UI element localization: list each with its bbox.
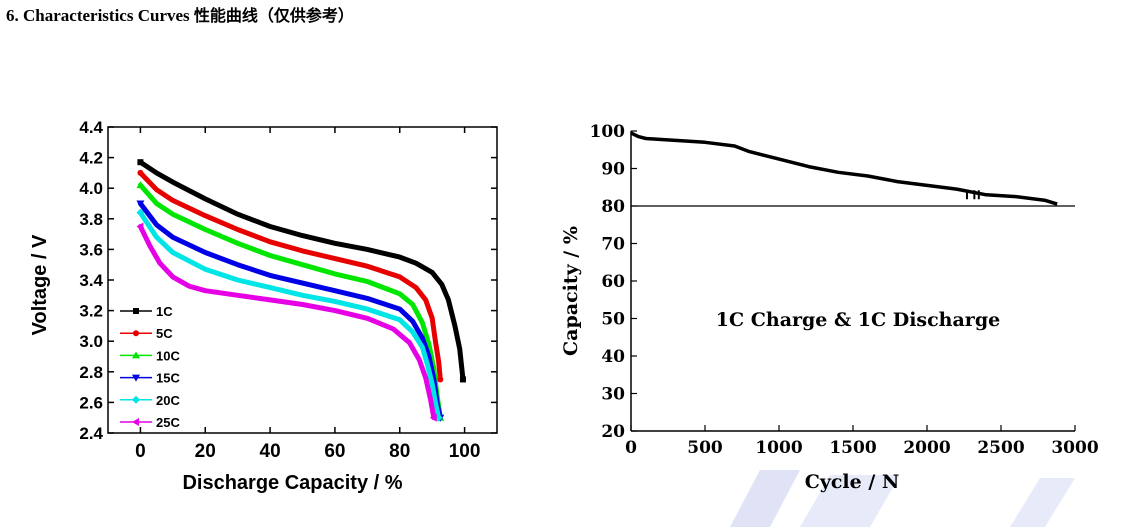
section-heading: 6. Characteristics Curves 性能曲线（仅供参考） [6,2,354,26]
series-5c [137,169,444,383]
chart-annotation: 1C Charge & 1C Discharge [716,309,1000,331]
legend-marker-25c [132,418,139,426]
y-tick-label: 100 [590,122,626,142]
y-tick-label: 80 [601,197,625,217]
x-tick-label: 0 [135,441,146,462]
legend-label-25c: 25C [156,415,180,430]
y-tick-label: 3.0 [79,332,103,351]
section-title-en: Characteristics Curves [23,6,190,25]
y-tick-label: 2.6 [79,393,103,412]
y-tick-label: 4.0 [79,179,103,198]
legend-marker-10c [132,351,140,359]
series-end-marker [459,376,466,383]
watermark-stroke-2 [800,475,900,527]
x-tick-label: 0 [625,438,637,458]
series-start-marker [136,200,145,208]
x-tick-label: 80 [389,441,410,462]
legend-marker-20c [132,395,140,404]
x-tick-label: 2500 [977,438,1024,458]
series-end-marker [429,413,437,422]
legend-label-10c: 10C [156,348,180,363]
series-25c [136,222,437,422]
x-axis-label: Discharge Capacity / % [182,472,402,494]
legend-marker-1c [133,308,139,314]
legend-marker-15c [132,374,140,382]
series-1c [137,159,466,383]
y-tick-label: 50 [601,310,625,330]
x-tick-label: 40 [260,441,281,462]
section-number: 6. [6,6,19,25]
y-tick-label: 4.2 [79,149,103,168]
legend-label-15c: 15C [156,371,180,386]
y-tick-label: 3.6 [79,240,103,259]
y-tick-label: 40 [601,347,625,367]
watermark-stroke-3 [1010,478,1075,527]
series-start-marker [136,208,145,217]
section-title-zh: 性能曲线（仅供参考） [193,6,354,25]
y-tick-label: 3.2 [79,302,103,321]
series-line-25c [137,224,437,421]
series-line-20c [137,210,442,421]
series-line-5c [137,170,443,382]
legend-marker-5c [133,330,139,337]
x-tick-label: 2000 [903,438,950,458]
legend-label-1c: 1C [156,304,173,319]
series-start-marker [137,159,144,166]
x-tick-label: 500 [687,438,723,458]
y-tick-label: 90 [601,160,625,180]
series-line-1c [137,159,466,382]
y-tick-label: 60 [601,272,625,292]
legend: 1C 5C 10C 15C 20C 25C [120,304,180,430]
series-20c [136,208,443,422]
y-tick-label: 30 [601,385,625,405]
capacity-curve [630,131,1058,206]
series-start-marker [136,181,145,189]
y-tick-label: 3.8 [79,210,103,229]
y-tick-label: 4.4 [79,118,103,137]
legend-label-5c: 5C [156,326,173,341]
y-tick-label: 2.8 [79,363,103,382]
x-axis-label: Cycle / N [805,471,900,493]
x-tick-label: 100 [449,441,481,462]
series-start-marker [136,222,144,231]
series-end-marker [437,376,444,383]
x-tick-label: 60 [324,441,345,462]
x-tick-label: 1000 [755,438,802,458]
y-axis-label: Capacity / % [560,226,582,356]
legend-label-20c: 20C [156,393,180,408]
y-tick-label: 2.4 [79,424,103,443]
series-start-marker [137,169,144,176]
y-axis-label: Voltage / V [29,234,51,335]
x-tick-label: 3000 [1051,438,1098,458]
y-tick-label: 20 [601,422,625,442]
y-tick-label: 70 [601,235,625,255]
x-tick-label: 1500 [829,438,876,458]
y-tick-label: 3.4 [79,271,103,290]
series-line-15c [137,201,443,421]
watermark-stroke-1 [730,470,800,527]
x-tick-label: 20 [195,441,216,462]
